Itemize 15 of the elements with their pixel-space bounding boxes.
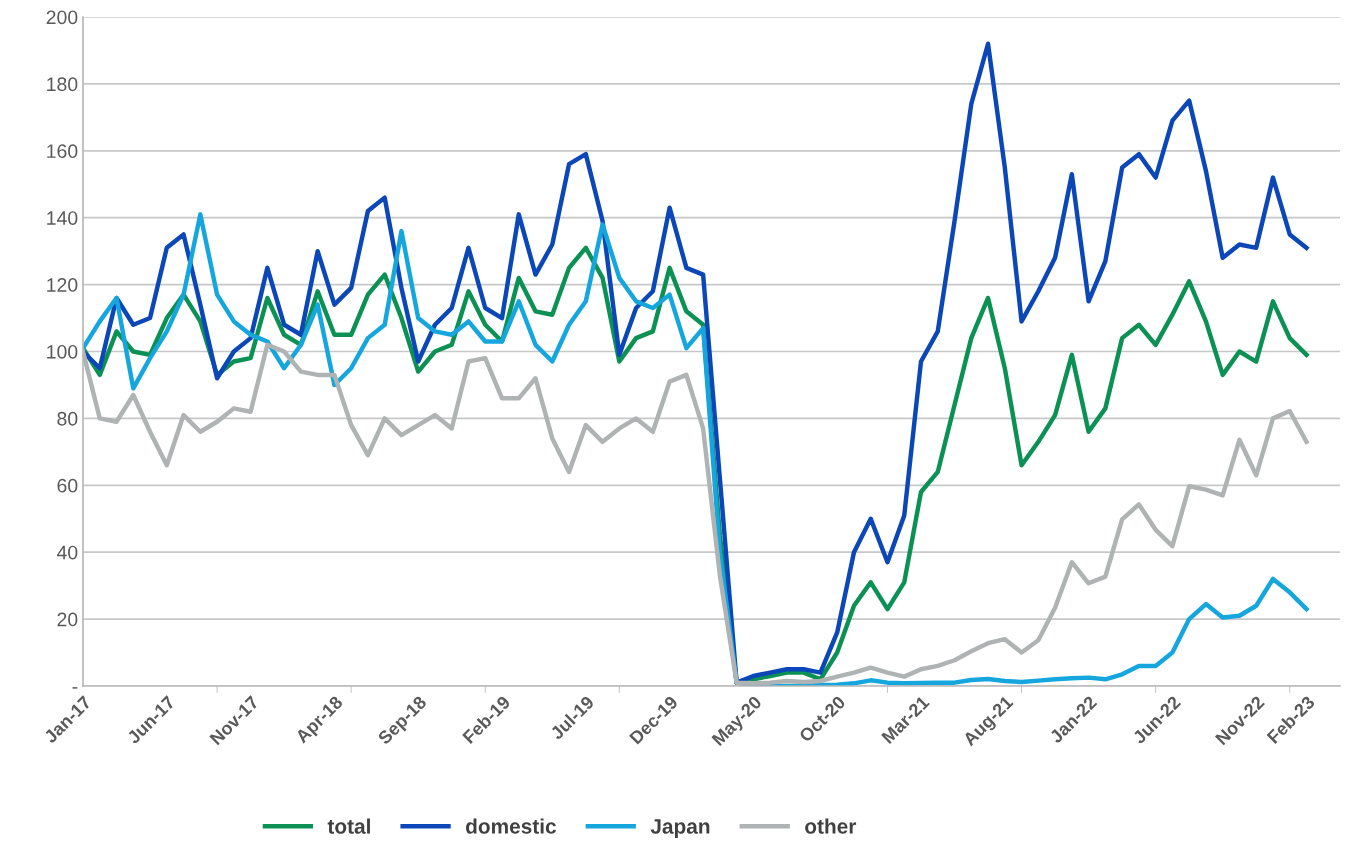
legend-label: domestic [466,818,556,834]
legend-label: other [805,818,857,834]
y-tick-label: 140 [47,211,78,225]
y-tick-label: 40 [56,545,78,560]
y-tick-label: 120 [47,278,78,292]
y-tick-label: - [72,687,78,689]
legend-label: Japan [650,819,710,838]
y-tick-label: 20 [57,612,78,627]
legend-label: total [327,818,370,834]
y-tick-label: 180 [47,77,78,92]
y-tick-label: 160 [47,144,78,159]
y-tick-label: 80 [57,411,78,426]
y-tick-label: 100 [47,344,78,359]
y-tick-label: 60 [57,478,78,493]
y-tick-label: 200 [46,10,78,25]
